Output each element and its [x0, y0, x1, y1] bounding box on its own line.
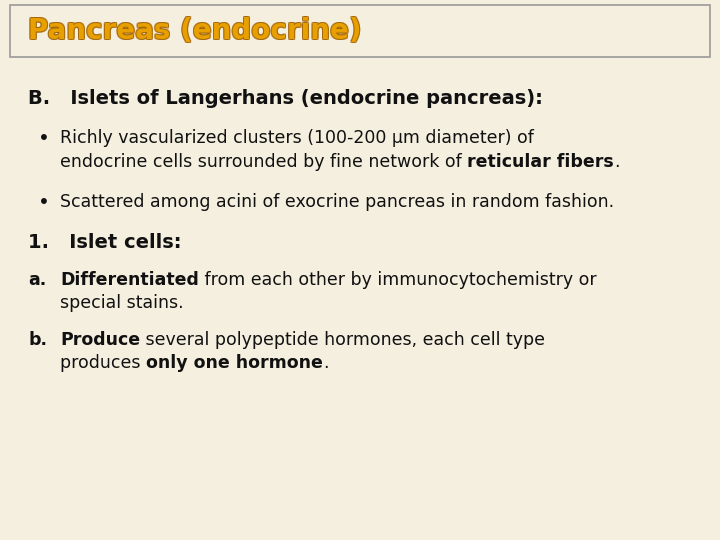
- Text: produces: produces: [60, 354, 146, 372]
- Text: Pancreas (endocrine): Pancreas (endocrine): [28, 16, 361, 44]
- Text: 1.   Islet cells:: 1. Islet cells:: [28, 233, 181, 252]
- Text: Pancreas (endocrine): Pancreas (endocrine): [28, 17, 361, 45]
- Text: special stains.: special stains.: [60, 294, 184, 312]
- Text: Pancreas (endocrine): Pancreas (endocrine): [29, 18, 362, 46]
- Text: only one hormone: only one hormone: [146, 354, 323, 372]
- Text: Produce: Produce: [60, 331, 140, 349]
- Text: •: •: [38, 192, 50, 212]
- Text: Pancreas (endocrine): Pancreas (endocrine): [29, 16, 362, 44]
- Text: from each other by immunocytochemistry or: from each other by immunocytochemistry o…: [199, 271, 596, 289]
- FancyBboxPatch shape: [10, 5, 710, 57]
- Text: Pancreas (endocrine): Pancreas (endocrine): [27, 18, 361, 46]
- Text: Pancreas (endocrine): Pancreas (endocrine): [28, 18, 361, 46]
- Text: Differentiated: Differentiated: [60, 271, 199, 289]
- Text: reticular fibers: reticular fibers: [467, 153, 614, 171]
- Text: endocrine cells surrounded by fine network of: endocrine cells surrounded by fine netwo…: [60, 153, 467, 171]
- Text: Scattered among acini of exocrine pancreas in random fashion.: Scattered among acini of exocrine pancre…: [60, 193, 614, 211]
- Text: •: •: [38, 129, 50, 147]
- Text: Pancreas (endocrine): Pancreas (endocrine): [27, 16, 361, 44]
- Text: a.: a.: [28, 271, 46, 289]
- Text: .: .: [323, 354, 328, 372]
- Text: Pancreas (endocrine): Pancreas (endocrine): [27, 17, 361, 45]
- Text: b.: b.: [28, 331, 47, 349]
- Text: Richly vascularized clusters (100-200 μm diameter) of: Richly vascularized clusters (100-200 μm…: [60, 129, 534, 147]
- Text: B.   Islets of Langerhans (endocrine pancreas):: B. Islets of Langerhans (endocrine pancr…: [28, 89, 543, 107]
- Text: several polypeptide hormones, each cell type: several polypeptide hormones, each cell …: [140, 331, 545, 349]
- Text: Pancreas (endocrine): Pancreas (endocrine): [29, 17, 362, 45]
- Text: .: .: [614, 153, 619, 171]
